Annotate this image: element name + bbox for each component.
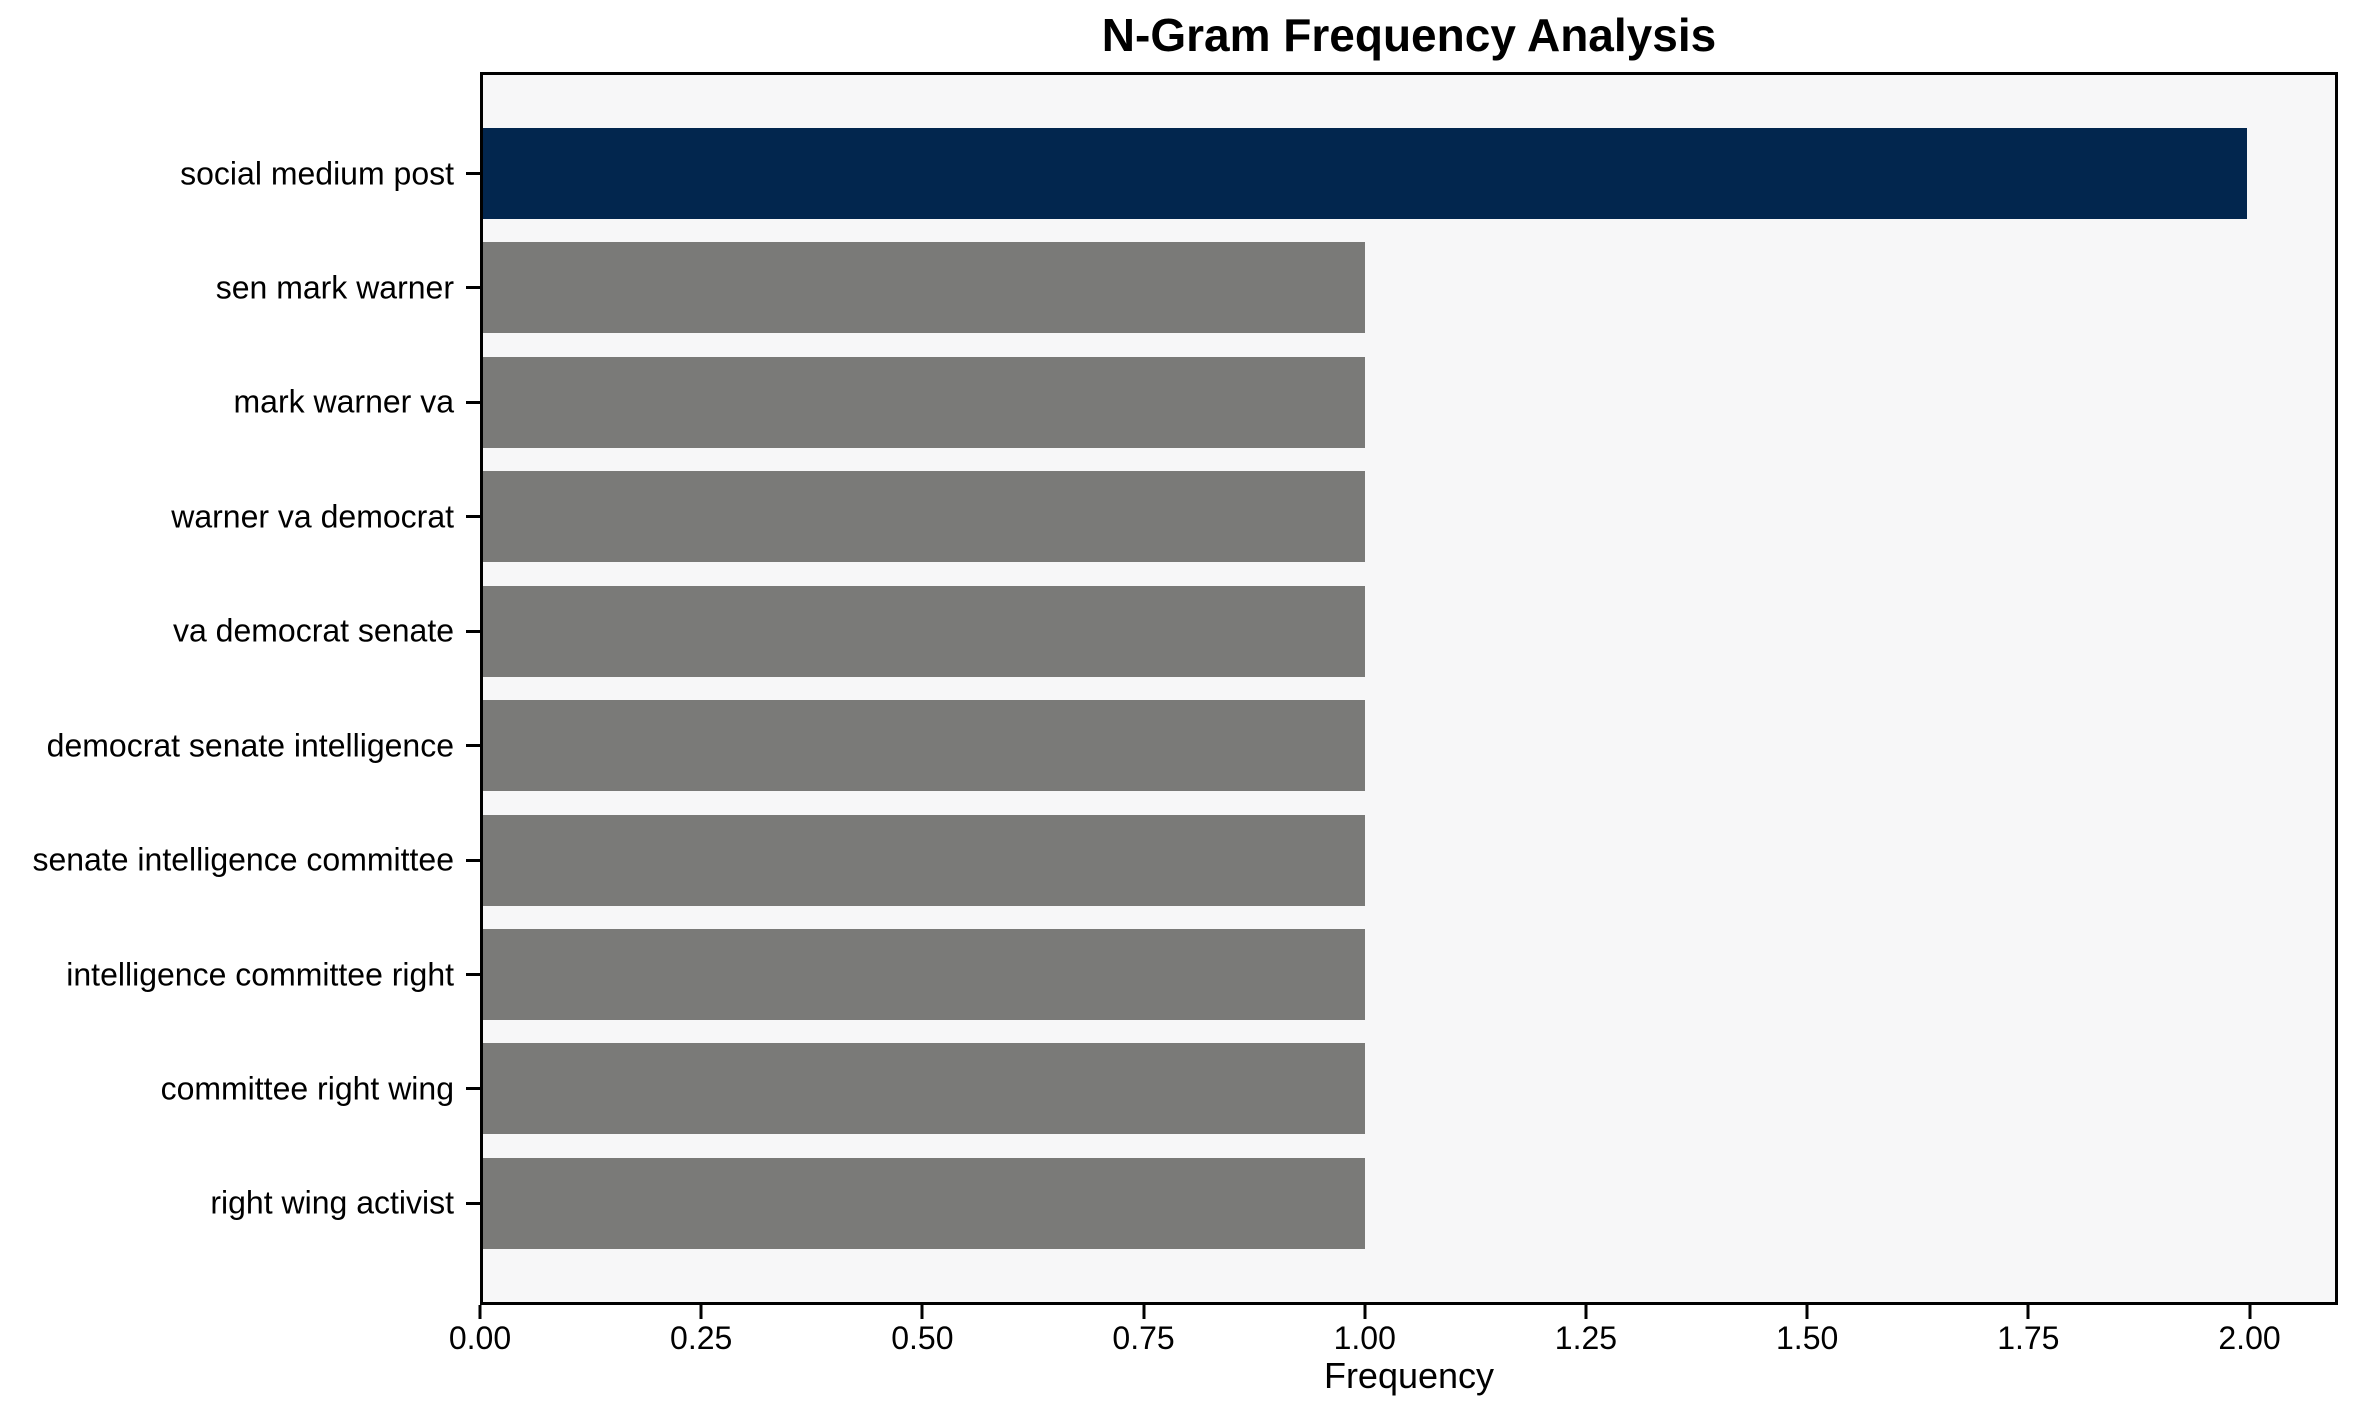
bar-senate-intelligence-committee: [483, 814, 1365, 906]
x-tick-label: 0.50: [891, 1320, 954, 1356]
y-tick-mark: [466, 629, 480, 633]
bar-committee-right-wing: [483, 1043, 1365, 1135]
plot-area: [480, 72, 2338, 1305]
y-tick-mark: [466, 515, 480, 519]
y-tick-mark: [466, 400, 480, 404]
bar-va-democrat-senate: [483, 585, 1365, 677]
x-tick-label: 1.50: [1776, 1320, 1839, 1356]
y-tick-label: right wing activist: [210, 1184, 454, 1221]
y-tick-mark: [466, 1087, 480, 1091]
x-tick-label: 1.75: [1997, 1320, 2060, 1356]
bar-mark-warner-va: [483, 356, 1365, 448]
x-tick-mark: [2026, 1305, 2030, 1319]
y-tick-mark: [466, 744, 480, 748]
x-tick-mark: [2248, 1305, 2252, 1319]
y-tick-label: senate intelligence committee: [32, 841, 454, 878]
y-tick-label: warner va democrat: [171, 498, 454, 535]
x-tick-label: 0.75: [1112, 1320, 1175, 1356]
x-tick-mark: [1805, 1305, 1809, 1319]
y-tick-mark: [466, 973, 480, 976]
y-tick-mark: [466, 172, 480, 175]
y-tick-label: va democrat senate: [172, 612, 454, 649]
y-tick-label: committee right wing: [160, 1070, 454, 1107]
y-tick-label: mark warner va: [233, 383, 455, 420]
x-tick-label: 0.25: [670, 1320, 733, 1356]
y-tick-mark: [466, 1201, 480, 1205]
y-tick-mark: [466, 858, 480, 862]
x-tick-label: 0.00: [448, 1320, 512, 1356]
x-tick-label: 1.00: [1333, 1320, 1396, 1356]
x-tick-mark: [478, 1305, 482, 1319]
x-tick-mark: [1584, 1305, 1588, 1319]
bar-warner-va-democrat: [483, 471, 1365, 563]
bar-democrat-senate-intelligence: [483, 700, 1365, 792]
x-axis-label: Frequency: [1323, 1355, 1495, 1396]
y-tick-label: sen mark warner: [215, 269, 454, 306]
x-tick-label: 1.25: [1554, 1320, 1618, 1356]
x-tick-label: 2.00: [2218, 1320, 2281, 1356]
y-tick-mark: [466, 286, 480, 290]
x-tick-mark: [1142, 1305, 1146, 1319]
bar-right-wing-activist: [483, 1157, 1365, 1249]
chart-title: N-Gram Frequency Analysis: [1101, 9, 1717, 61]
x-tick-mark: [1363, 1305, 1367, 1319]
y-tick-label: intelligence committee right: [66, 956, 454, 992]
bar-sen-mark-warner: [483, 242, 1365, 334]
bar-intelligence-committee-right: [483, 929, 1365, 1020]
x-tick-mark: [699, 1305, 703, 1319]
bar-social-medium-post: [483, 128, 2247, 219]
y-tick-label: social medium post: [180, 155, 454, 191]
y-tick-label: democrat senate intelligence: [46, 727, 454, 764]
x-tick-mark: [920, 1305, 924, 1319]
